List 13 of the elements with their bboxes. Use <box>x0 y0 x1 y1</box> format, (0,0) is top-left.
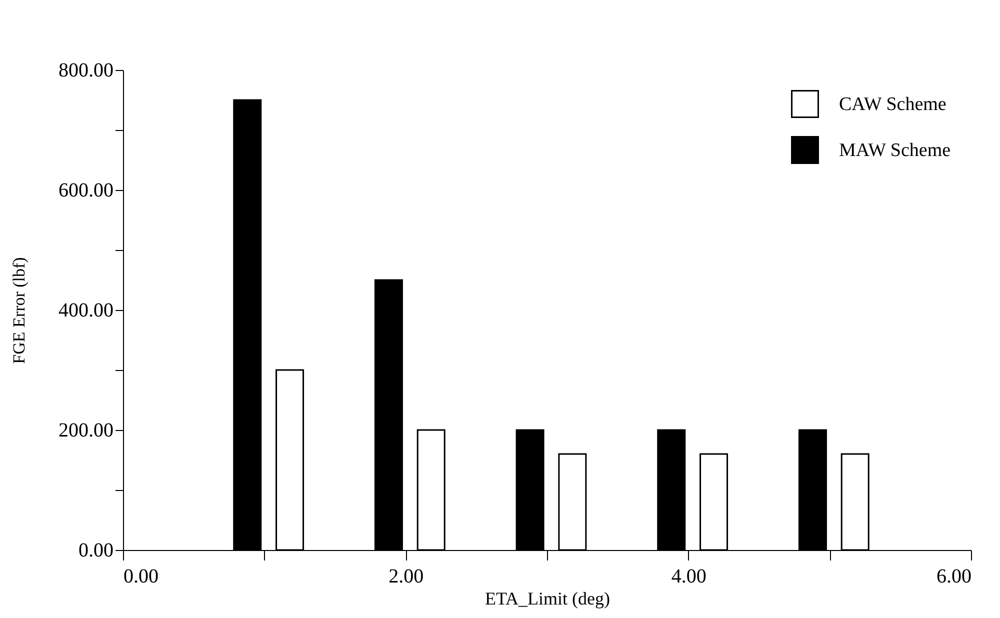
x-tick-label: 0.00 <box>124 566 158 588</box>
y-tick-label: 0.00 <box>78 540 114 562</box>
legend-label: CAW Scheme <box>839 94 946 115</box>
y-tick-label: 800.00 <box>58 60 114 82</box>
x-tick-label: 4.00 <box>671 566 706 588</box>
x-axis-title: ETA_Limit (deg) <box>484 588 610 608</box>
y-tick-label: 400.00 <box>58 300 114 322</box>
y-axis-title: FGE Error (lbf) <box>10 257 28 364</box>
legend-label: MAW Scheme <box>839 140 951 161</box>
y-tick-label: 600.00 <box>58 180 114 202</box>
x-tick-label: 6.00 <box>936 566 972 588</box>
y-tick-label: 200.00 <box>58 420 114 442</box>
x-tick-label: 2.00 <box>388 566 424 588</box>
